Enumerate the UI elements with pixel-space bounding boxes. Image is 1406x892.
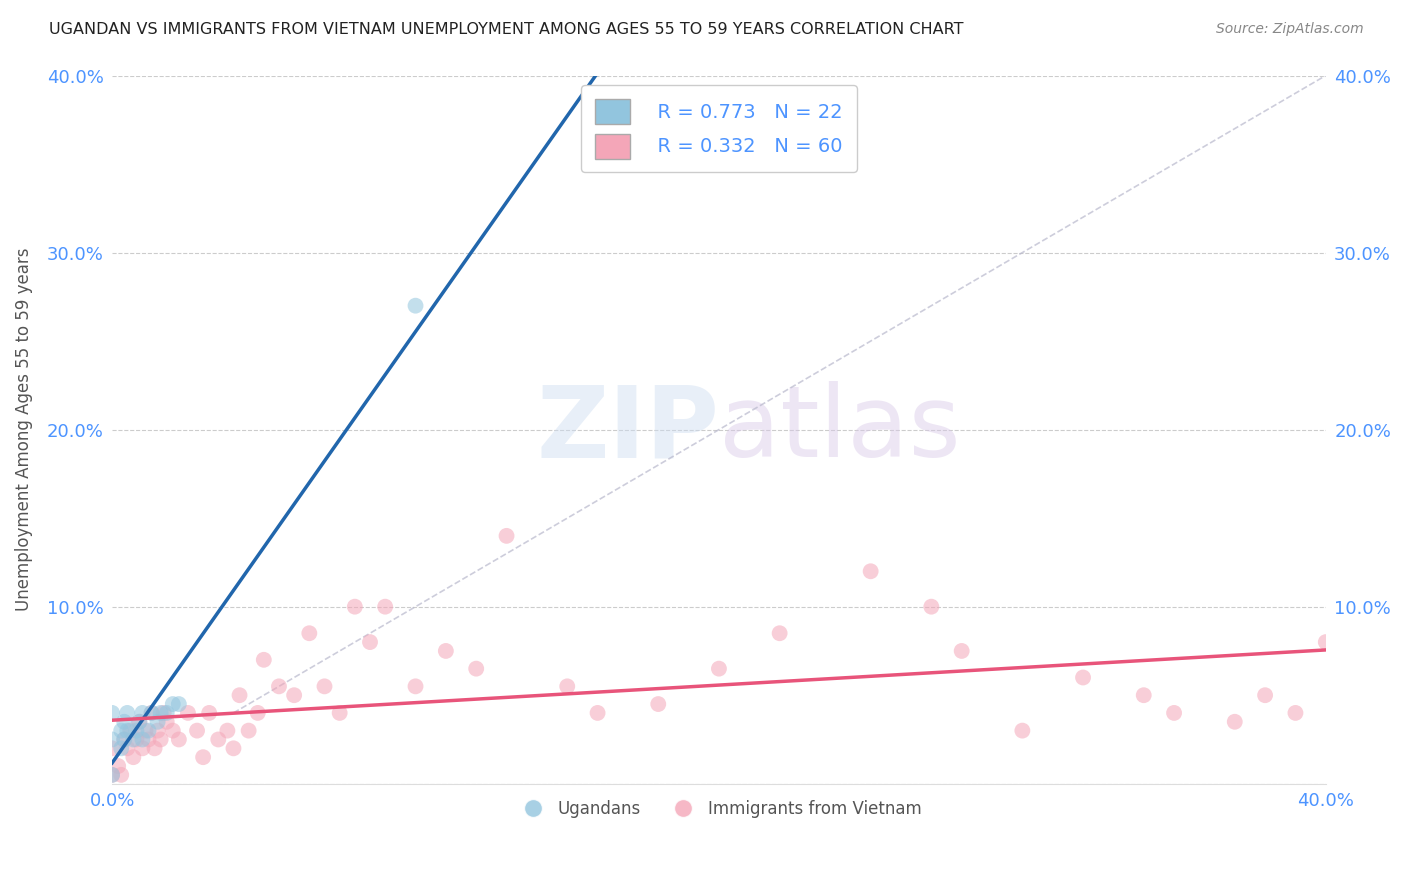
- Point: [1011, 723, 1033, 738]
- Point: [253, 653, 276, 667]
- Point: [117, 741, 139, 756]
- Point: [434, 644, 457, 658]
- Point: [343, 599, 366, 614]
- Point: [1284, 706, 1306, 720]
- Point: [238, 723, 260, 738]
- Point: [586, 706, 609, 720]
- Point: [167, 697, 190, 711]
- Point: [125, 723, 148, 738]
- Point: [162, 723, 184, 738]
- Point: [101, 732, 124, 747]
- Point: [138, 732, 160, 747]
- Point: [146, 723, 169, 738]
- Point: [141, 706, 163, 720]
- Point: [167, 732, 190, 747]
- Point: [298, 626, 321, 640]
- Point: [131, 741, 153, 756]
- Point: [156, 706, 179, 720]
- Point: [138, 723, 160, 738]
- Point: [222, 741, 245, 756]
- Point: [156, 714, 179, 729]
- Point: [217, 723, 239, 738]
- Point: [101, 706, 124, 720]
- Point: [120, 723, 142, 738]
- Point: [146, 714, 169, 729]
- Point: [405, 679, 427, 693]
- Point: [128, 714, 150, 729]
- Point: [117, 723, 139, 738]
- Text: atlas: atlas: [718, 381, 960, 478]
- Point: [769, 626, 792, 640]
- Point: [177, 706, 200, 720]
- Point: [329, 706, 352, 720]
- Point: [131, 732, 153, 747]
- Point: [647, 697, 669, 711]
- Point: [555, 679, 578, 693]
- Point: [125, 732, 148, 747]
- Point: [920, 599, 942, 614]
- Point: [149, 732, 172, 747]
- Point: [1315, 635, 1337, 649]
- Point: [283, 688, 305, 702]
- Text: UGANDAN VS IMMIGRANTS FROM VIETNAM UNEMPLOYMENT AMONG AGES 55 TO 59 YEARS CORREL: UGANDAN VS IMMIGRANTS FROM VIETNAM UNEMP…: [49, 22, 963, 37]
- Point: [191, 750, 214, 764]
- Point: [131, 706, 153, 720]
- Point: [267, 679, 290, 693]
- Point: [1071, 671, 1094, 685]
- Point: [1223, 714, 1246, 729]
- Point: [246, 706, 269, 720]
- Point: [101, 768, 124, 782]
- Point: [122, 732, 145, 747]
- Point: [101, 768, 124, 782]
- Point: [859, 564, 882, 578]
- Point: [149, 706, 172, 720]
- Text: ZIP: ZIP: [536, 381, 718, 478]
- Point: [112, 714, 135, 729]
- Text: Source: ZipAtlas.com: Source: ZipAtlas.com: [1216, 22, 1364, 37]
- Point: [465, 662, 488, 676]
- Point: [112, 732, 135, 747]
- Legend: Ugandans, Immigrants from Vietnam: Ugandans, Immigrants from Vietnam: [509, 794, 928, 825]
- Point: [162, 697, 184, 711]
- Point: [128, 714, 150, 729]
- Point: [110, 723, 132, 738]
- Point: [374, 599, 396, 614]
- Point: [207, 732, 229, 747]
- Point: [110, 768, 132, 782]
- Point: [117, 706, 139, 720]
- Point: [495, 529, 517, 543]
- Point: [405, 299, 427, 313]
- Point: [314, 679, 336, 693]
- Point: [112, 732, 135, 747]
- Point: [359, 635, 381, 649]
- Point: [107, 759, 129, 773]
- Point: [141, 706, 163, 720]
- Point: [122, 750, 145, 764]
- Point: [1132, 688, 1154, 702]
- Y-axis label: Unemployment Among Ages 55 to 59 years: Unemployment Among Ages 55 to 59 years: [15, 248, 32, 611]
- Point: [198, 706, 221, 720]
- Point: [143, 741, 166, 756]
- Point: [1163, 706, 1185, 720]
- Point: [186, 723, 208, 738]
- Point: [152, 706, 174, 720]
- Point: [101, 741, 124, 756]
- Point: [134, 723, 156, 738]
- Point: [228, 688, 250, 702]
- Point: [110, 741, 132, 756]
- Point: [1254, 688, 1277, 702]
- Point: [707, 662, 730, 676]
- Point: [950, 644, 973, 658]
